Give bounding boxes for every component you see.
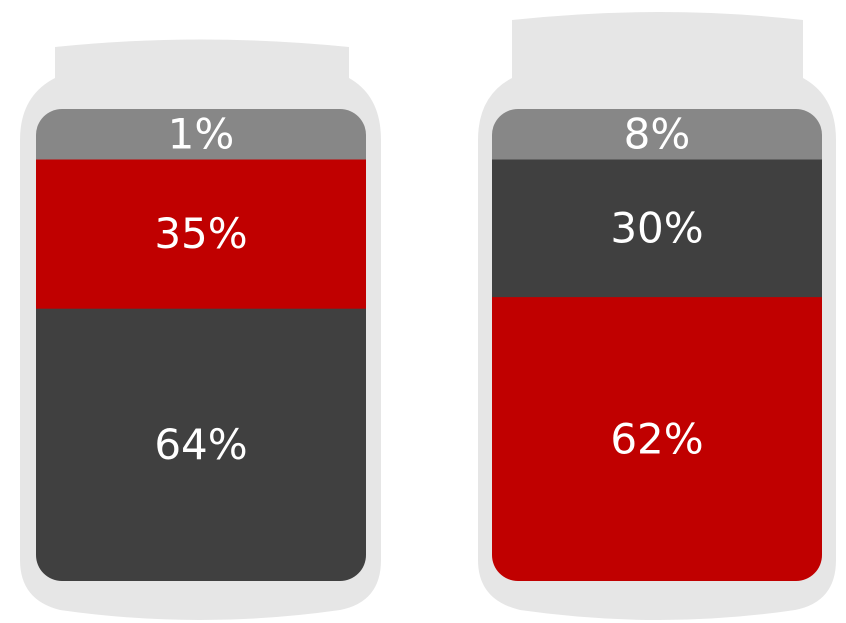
can-1-segment-2-label: 35% — [154, 209, 247, 258]
can-1-segment-3-label: 1% — [168, 110, 235, 159]
can-2-segment-1-label: 62% — [610, 414, 703, 463]
can-2-segment-2-label: 30% — [610, 203, 703, 252]
can-2-segment-2 — [492, 159, 822, 298]
can-1: 64% 35% 1% — [20, 39, 381, 620]
can-1-segment-1-label: 64% — [154, 420, 247, 469]
can-1-segment-1 — [36, 308, 366, 581]
can-1-segment-3 — [36, 109, 366, 160]
can-2-segment-3 — [492, 109, 822, 160]
can-2: 62% 30% 8% — [478, 12, 836, 620]
can-1-segment-2 — [36, 159, 366, 309]
can-2-segment-1 — [492, 296, 822, 581]
can-2-segment-3-label: 8% — [624, 110, 691, 159]
